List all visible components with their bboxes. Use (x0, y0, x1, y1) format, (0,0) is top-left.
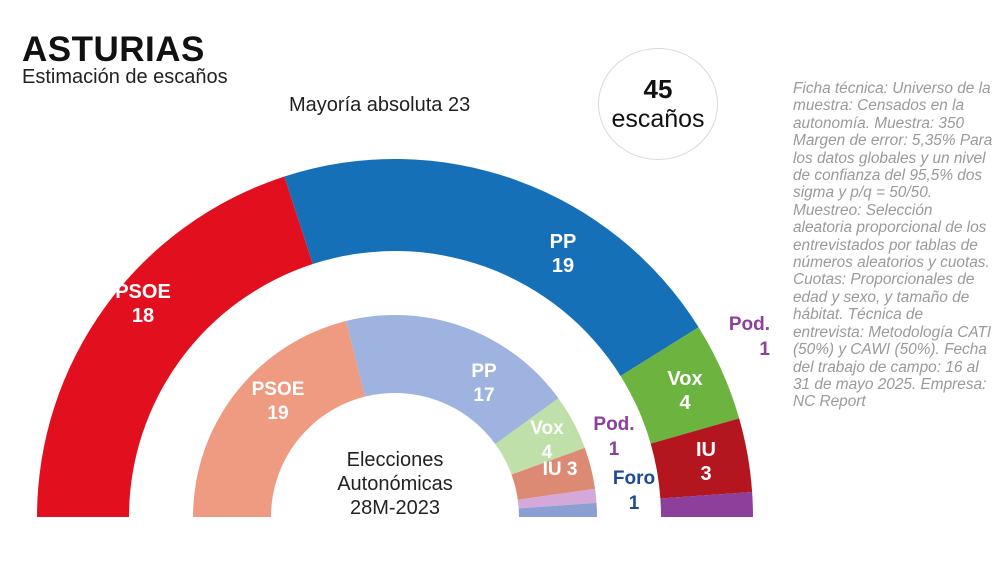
party-label-outer-psoe: PSOE (115, 281, 171, 303)
seat-segment-inner-pp (346, 315, 559, 445)
seat-segment-inner-pod (517, 488, 597, 509)
seat-segment-outer-iu (650, 418, 753, 499)
party-label-inner-pp: PP (471, 361, 497, 382)
seat-count-inner-foro: 1 (629, 493, 640, 514)
party-label-inner-vox: Vox (530, 418, 564, 439)
seat-count-outer-iu: 3 (700, 463, 711, 485)
ring-inner: PSOE 19 PP 17 Vox 4IU 3 Pod. 1 Foro 1 (193, 315, 655, 517)
seat-count-outer-pp: 19 (552, 255, 574, 277)
party-label-inner-psoe: PSOE (252, 379, 305, 400)
chart-subtitle: Estimación de escaños (22, 66, 228, 88)
chart-title: ASTURIAS (22, 30, 205, 69)
total-seats-number: 45 (643, 74, 673, 104)
seat-segment-outer-pp (284, 159, 699, 377)
seat-label-inner-iu: IU 3 (543, 459, 578, 480)
inner-ring-caption-line: Autonómicas (337, 473, 453, 495)
seat-count-inner-pp: 17 (473, 385, 494, 406)
seat-count-outer-psoe: 18 (132, 305, 154, 327)
seat-count-inner-pod: 1 (609, 439, 620, 460)
seat-segment-inner-psoe (193, 321, 366, 517)
seat-segment-inner-iu (511, 447, 596, 500)
party-label-outer-vox: Vox (667, 368, 702, 390)
total-seats-badge: 45 escaños (598, 48, 718, 160)
seat-segment-outer-pod (660, 492, 753, 517)
party-label-inner-pod: Pod. (593, 414, 634, 435)
majority-label: Mayoría absoluta 23 (289, 94, 471, 116)
seat-segment-outer-vox (620, 327, 740, 444)
party-label-outer-pp: PP (550, 231, 577, 253)
inner-ring-caption-line: 28M-2023 (350, 497, 440, 519)
party-label-outer-pod: Pod. (729, 314, 770, 335)
total-seats-word: escaños (611, 105, 705, 133)
seat-count-inner-psoe: 19 (267, 403, 288, 424)
party-label-inner-foro: Foro (613, 468, 655, 489)
seat-count-outer-vox: 4 (679, 392, 691, 414)
inner-ring-caption-line: Elecciones (347, 449, 444, 471)
seat-segment-outer-psoe (37, 176, 313, 517)
seat-segment-inner-foro (518, 502, 597, 517)
seat-count-inner-vox: 4 (542, 442, 553, 463)
seat-segment-inner-vox (495, 398, 585, 475)
party-label-outer-iu: IU (696, 439, 716, 461)
seat-count-outer-pod: 1 (759, 339, 770, 360)
technical-sheet: Ficha técnica: Universo de la muestra: C… (793, 80, 993, 411)
